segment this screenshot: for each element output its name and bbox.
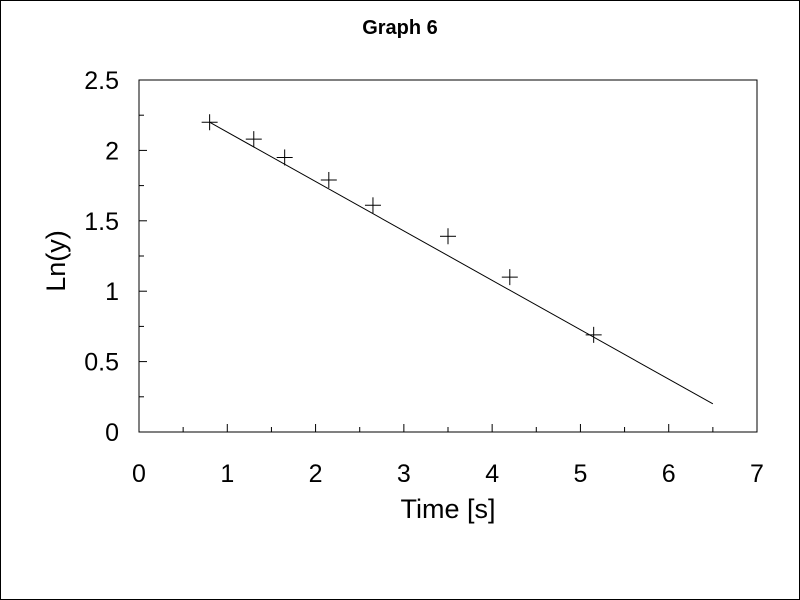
x-tick-label: 1 <box>220 460 234 488</box>
y-axis-tick-labels: 0 0.5 1 1.5 2 2.5 <box>84 67 119 447</box>
y-tick-label: 1 <box>105 278 119 306</box>
data-point <box>245 131 262 148</box>
y-axis-label: Ln(y) <box>41 230 71 292</box>
y-tick-label: 2 <box>105 137 119 165</box>
y-tick-label: 2.5 <box>84 67 119 95</box>
x-axis-tick-labels: 0 1 2 3 4 5 6 7 <box>132 460 764 488</box>
fit-line <box>209 121 714 405</box>
y-tick-label: 0 <box>105 419 119 447</box>
x-tick-label: 7 <box>750 460 764 488</box>
data-point <box>364 197 381 214</box>
data-point <box>201 114 218 131</box>
y-tick-label: 1.5 <box>84 208 119 236</box>
x-axis-ticks <box>138 424 758 432</box>
data-point <box>501 269 518 286</box>
data-points <box>201 114 602 343</box>
x-axis-label: Time [s] <box>400 494 495 524</box>
data-point <box>320 171 337 188</box>
y-tick-label: 0.5 <box>84 349 119 377</box>
x-tick-label: 3 <box>397 460 411 488</box>
x-tick-label: 2 <box>309 460 323 488</box>
x-tick-label: 4 <box>485 460 499 488</box>
y-axis-ticks <box>139 79 147 433</box>
data-point <box>276 149 293 166</box>
chart-title: Graph 6 <box>362 17 438 39</box>
x-tick-label: 0 <box>132 460 146 488</box>
x-tick-label: 5 <box>573 460 587 488</box>
data-point <box>585 326 602 343</box>
x-tick-label: 6 <box>662 460 676 488</box>
data-point <box>440 228 456 245</box>
